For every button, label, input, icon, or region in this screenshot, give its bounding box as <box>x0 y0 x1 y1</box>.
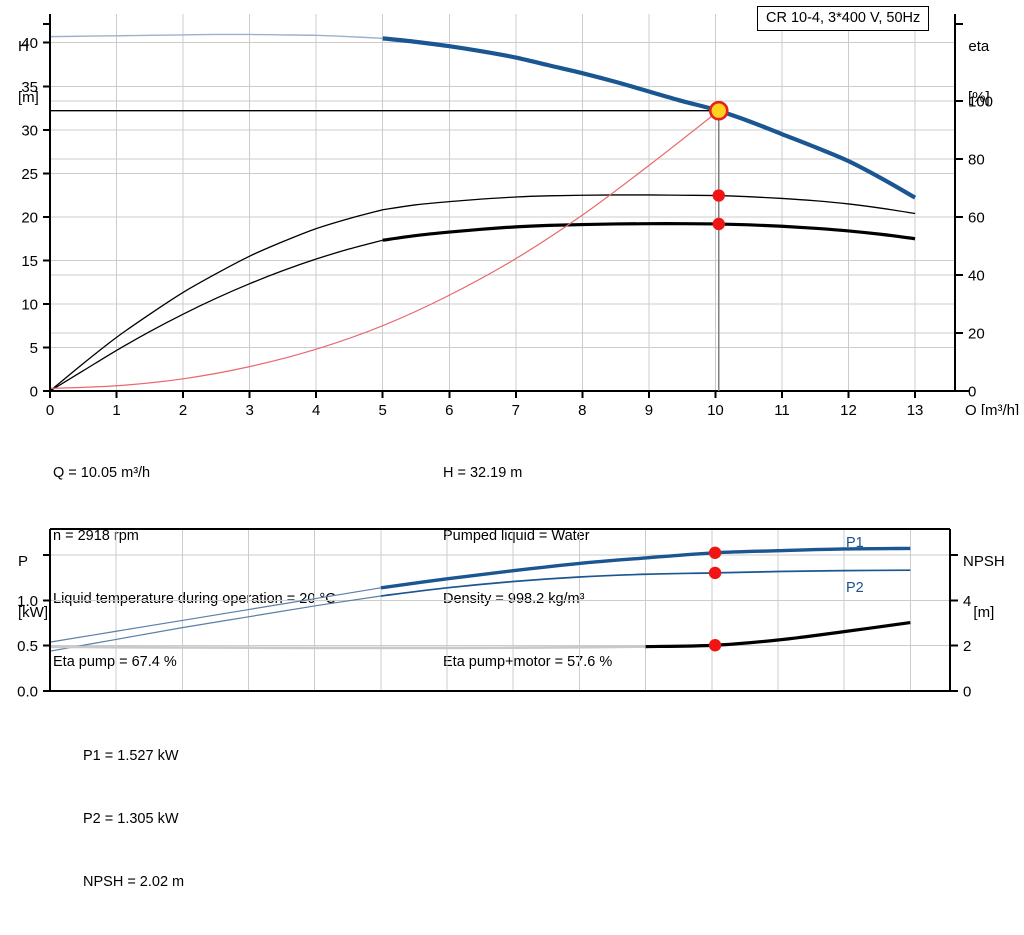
svg-text:20: 20 <box>21 209 38 226</box>
svg-text:35: 35 <box>21 79 38 96</box>
eta-axis-title: eta [%] <box>968 4 990 140</box>
eta-axis-title-line1: eta <box>968 38 990 55</box>
svg-text:60: 60 <box>968 210 985 227</box>
svg-text:5: 5 <box>30 340 38 357</box>
p2-curve-label: P2 <box>846 580 864 596</box>
svg-text:4: 4 <box>963 593 971 610</box>
eta-axis-title-line2: [%] <box>968 89 990 106</box>
info-eta-pump-motor: Eta pump+motor = 57.6 % <box>443 654 613 670</box>
svg-text:0: 0 <box>968 384 976 401</box>
svg-text:11: 11 <box>774 402 790 415</box>
info-npsh: NPSH = 2.02 m <box>83 874 185 890</box>
svg-text:1: 1 <box>112 402 120 415</box>
svg-text:40: 40 <box>968 268 985 285</box>
duty-info-left: Q = 10.05 m³/h n = 2918 rpm Liquid tempe… <box>53 421 336 715</box>
svg-text:2: 2 <box>179 402 187 415</box>
p-axis-title-line1: P <box>18 553 29 570</box>
npsh-axis-title-line2: [m] <box>973 604 995 621</box>
power-npsh-chart: 0.0 0.5 1.0 0 2 4 <box>0 515 1024 710</box>
info-liquid-temperature: Liquid temperature during operation = 20… <box>53 591 336 607</box>
svg-text:10: 10 <box>707 402 724 415</box>
svg-text:0: 0 <box>30 384 38 401</box>
info-pumped-liquid: Pumped liquid = Water <box>443 528 590 544</box>
info-p1: P1 = 1.527 kW <box>83 748 179 764</box>
p1-curve-label: P1 <box>846 535 864 551</box>
npsh-axis-title-line1: NPSH <box>963 553 1005 570</box>
h-axis-title: H [m] <box>18 4 39 140</box>
npsh-axis-title: NPSH [m] <box>963 519 1005 655</box>
svg-text:12: 12 <box>840 402 857 415</box>
info-head: H = 32.19 m <box>443 465 523 481</box>
info-eta-pump: Eta pump = 67.4 % <box>53 654 177 670</box>
p-axis-title-line2: [kW] <box>18 604 48 621</box>
pump-curve-page: 0 5 10 15 20 25 30 35 40 0 20 40 60 80 100 0 1 2 3 4 5 6 7 8 9 10… <box>0 0 1024 890</box>
svg-text:5: 5 <box>379 402 387 415</box>
svg-text:8: 8 <box>578 402 586 415</box>
svg-text:20: 20 <box>968 326 985 343</box>
info-density: Density = 998.2 kg/m³ <box>443 591 585 607</box>
power-npsh-plot: 0.0 0.5 1.0 0 2 4 <box>17 527 971 701</box>
power-info: P1 = 1.527 kW P2 = 1.305 kW NPSH = 2.02 … <box>83 704 184 935</box>
svg-text:30: 30 <box>21 122 38 139</box>
svg-text:40: 40 <box>21 35 38 52</box>
svg-text:10: 10 <box>21 296 38 313</box>
svg-text:7: 7 <box>512 402 520 415</box>
svg-text:9: 9 <box>645 402 653 415</box>
q-axis-title: Q [m³/h] <box>965 402 1019 415</box>
svg-text:0: 0 <box>963 684 971 701</box>
pump-model-title: CR 10-4, 3*400 V, 50Hz <box>757 6 930 31</box>
svg-text:25: 25 <box>21 166 38 183</box>
svg-text:1.0: 1.0 <box>17 593 38 610</box>
svg-text:0: 0 <box>46 402 54 415</box>
p-axis-title: P [kW] <box>18 519 48 655</box>
svg-text:0.5: 0.5 <box>17 638 38 655</box>
info-speed: n = 2918 rpm <box>53 528 139 544</box>
head-efficiency-chart: 0 5 10 15 20 25 30 35 40 0 20 40 60 80 100 0 1 2 3 4 5 6 7 8 9 10… <box>0 0 1024 415</box>
svg-text:100: 100 <box>968 94 993 111</box>
duty-info-right: H = 32.19 m Pumped liquid = Water Densit… <box>443 421 612 715</box>
svg-text:13: 13 <box>907 402 924 415</box>
svg-text:3: 3 <box>245 402 253 415</box>
svg-text:80: 80 <box>968 152 985 169</box>
info-p2: P2 = 1.305 kW <box>83 811 179 827</box>
h-axis-title-line1: H <box>18 38 29 55</box>
h-axis-title-line2: [m] <box>18 89 39 106</box>
svg-text:0.0: 0.0 <box>17 684 38 701</box>
info-flow: Q = 10.05 m³/h <box>53 465 151 481</box>
svg-text:15: 15 <box>21 253 38 270</box>
svg-text:2: 2 <box>963 638 971 655</box>
svg-text:4: 4 <box>312 402 320 415</box>
svg-text:6: 6 <box>445 402 453 415</box>
